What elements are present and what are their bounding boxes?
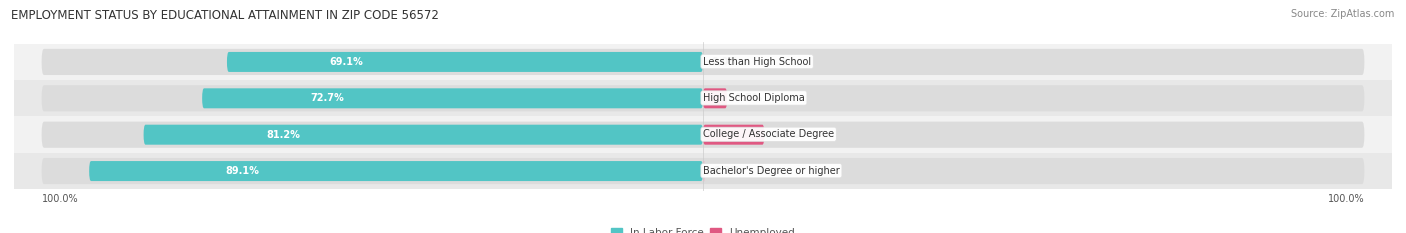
Text: Less than High School: Less than High School [703,57,811,67]
Text: Bachelor's Degree or higher: Bachelor's Degree or higher [703,166,839,176]
Bar [14,80,1392,116]
Text: 81.2%: 81.2% [267,130,301,140]
FancyBboxPatch shape [703,161,704,181]
FancyBboxPatch shape [703,88,727,108]
FancyBboxPatch shape [42,85,1364,111]
Text: EMPLOYMENT STATUS BY EDUCATIONAL ATTAINMENT IN ZIP CODE 56572: EMPLOYMENT STATUS BY EDUCATIONAL ATTAINM… [11,9,439,22]
FancyBboxPatch shape [703,125,765,145]
Text: 72.7%: 72.7% [311,93,344,103]
Text: 69.1%: 69.1% [329,57,363,67]
Text: 3.5%: 3.5% [735,93,762,103]
Text: College / Associate Degree: College / Associate Degree [703,129,834,139]
Text: 100.0%: 100.0% [1327,194,1364,204]
Text: 89.1%: 89.1% [226,166,260,176]
FancyBboxPatch shape [226,52,703,72]
Text: Source: ZipAtlas.com: Source: ZipAtlas.com [1291,9,1395,19]
Bar [14,44,1392,80]
Text: 100.0%: 100.0% [42,194,79,204]
Bar [14,153,1392,189]
FancyBboxPatch shape [42,158,1364,184]
Text: 0.0%: 0.0% [711,57,738,67]
Bar [14,116,1392,153]
Text: 0.3%: 0.3% [713,166,741,176]
Legend: In Labor Force, Unemployed: In Labor Force, Unemployed [607,224,799,233]
FancyBboxPatch shape [143,125,703,145]
FancyBboxPatch shape [202,88,703,108]
FancyBboxPatch shape [42,49,1364,75]
FancyBboxPatch shape [89,161,703,181]
Text: 8.9%: 8.9% [772,130,800,140]
FancyBboxPatch shape [42,122,1364,148]
Text: High School Diploma: High School Diploma [703,93,804,103]
